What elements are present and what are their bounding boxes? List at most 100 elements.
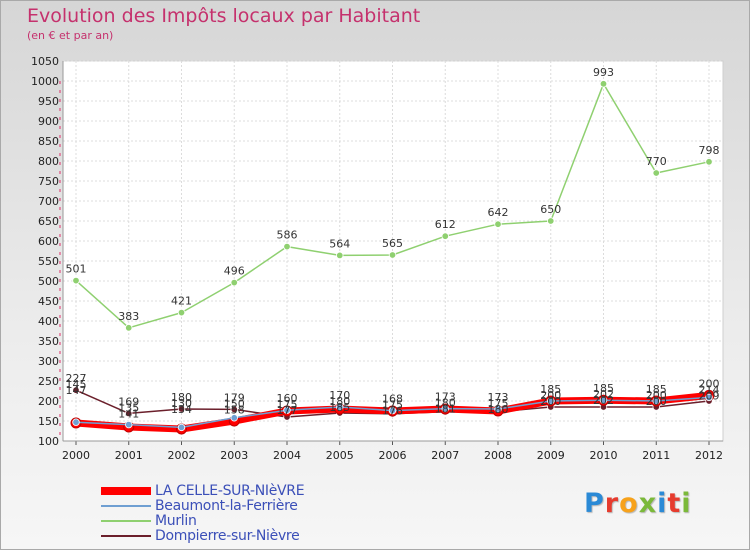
- data-label-3-2: 180: [171, 391, 192, 404]
- data-label-0-0: 145: [66, 378, 87, 391]
- y-tick-label: 250: [38, 375, 59, 388]
- point-2-3: [230, 278, 238, 287]
- point-3-1: [125, 409, 133, 418]
- data-label-2-6: 565: [382, 237, 403, 250]
- data-label-1-8: 180: [488, 403, 509, 416]
- point-3-3: [230, 405, 238, 414]
- point-1-1: [125, 420, 133, 429]
- legend-label-beaumont: Beaumont-la-Ferrière: [155, 498, 298, 514]
- legend-swatch-murlin: [101, 520, 151, 522]
- data-label-3-8: 173: [488, 391, 509, 404]
- legend-item-la-celle: LA CELLE-SUR-NIèVRE: [101, 483, 401, 500]
- point-2-0: [72, 276, 80, 285]
- point-2-12: [705, 158, 713, 166]
- point-2-6: [388, 251, 397, 259]
- logo-letter: i: [681, 488, 692, 519]
- data-label-0-8: 175: [488, 397, 509, 410]
- point-1-7: [441, 404, 449, 413]
- point-2-11: [652, 169, 660, 177]
- data-label-1-1: 141: [118, 407, 139, 420]
- data-label-2-4: 586: [277, 229, 298, 242]
- y-tick-label: 850: [38, 135, 59, 148]
- data-label-0-10: 202: [593, 388, 614, 401]
- data-label-1-7: 181: [435, 403, 456, 416]
- point-2-5: [336, 251, 344, 260]
- y-tick-label: 950: [38, 95, 59, 108]
- point-1-9: [547, 397, 555, 405]
- series-layer: [70, 80, 715, 435]
- data-label-1-3: 158: [224, 403, 245, 416]
- legend-item-murlin: Murlin: [101, 513, 401, 530]
- x-tick-label: 2005: [326, 449, 354, 462]
- data-label-3-7: 173: [435, 391, 456, 404]
- point-1-6: [388, 406, 397, 415]
- x-tick-label: 2008: [484, 449, 512, 462]
- point-2-8: [494, 220, 502, 228]
- point-1-3: [230, 414, 238, 422]
- data-label-0-7: 180: [435, 397, 456, 410]
- y-tick-label: 300: [38, 355, 59, 368]
- point-3-0: [72, 386, 80, 394]
- data-label-0-9: 200: [540, 389, 561, 402]
- legend-item-beaumont: Beaumont-la-Ferrière: [101, 498, 401, 515]
- logo-letter: x: [638, 488, 658, 519]
- legend-label-dompierre: Dompierre-sur-Nièvre: [155, 528, 300, 544]
- y-tick-label: 450: [38, 295, 59, 308]
- logo-letter: o: [619, 488, 639, 519]
- x-tick-label: 2010: [590, 449, 618, 462]
- axes: 100 150 200 250 300 350 400 450 500 550 600 650 700 7…: [31, 55, 723, 462]
- legend-swatch-beaumont: [101, 505, 151, 507]
- point-1-2: [177, 423, 186, 432]
- x-tick-label: 2001: [115, 449, 143, 462]
- point-2-2: [177, 308, 186, 317]
- y-tick-label: 400: [38, 315, 59, 328]
- point-2-7: [441, 232, 449, 240]
- y-tick-label: 900: [38, 115, 59, 128]
- x-tick-label: 2012: [695, 449, 723, 462]
- data-label-0-2: 130: [171, 397, 192, 410]
- data-label-3-12: 200: [699, 377, 720, 390]
- point-1-4: [283, 406, 291, 414]
- y-tick-label: 200: [38, 395, 59, 408]
- point-2-9: [547, 217, 555, 225]
- point-1-8: [494, 405, 502, 413]
- x-tick-label: 2003: [220, 449, 248, 462]
- point-2-4: [283, 242, 291, 251]
- data-label-2-10: 993: [593, 66, 614, 79]
- logo-letter: t: [667, 488, 682, 519]
- data-label-2-8: 642: [488, 206, 509, 219]
- data-label-0-4: 175: [277, 398, 298, 411]
- data-label-1-10: 202: [593, 394, 614, 407]
- data-label-1-9: 200: [540, 395, 561, 408]
- y-tick-label: 1050: [31, 55, 59, 68]
- data-label-0-5: 180: [329, 395, 350, 408]
- point-2-1: [125, 324, 133, 332]
- legend-swatch-dompierre: [101, 535, 151, 537]
- legend-swatch-la-celle: [101, 487, 151, 495]
- y-tick-label: 800: [38, 155, 59, 168]
- data-label-2-0: 501: [66, 263, 87, 276]
- data-label-1-12: 209: [699, 389, 720, 402]
- y-tick-label: 350: [38, 335, 59, 348]
- point-1-10: [599, 396, 608, 404]
- logo-letter: P: [584, 488, 605, 519]
- y-tick-label: 550: [38, 255, 59, 268]
- point-1-11: [652, 397, 660, 405]
- point-1-12: [705, 393, 713, 402]
- point-3-2: [177, 405, 186, 413]
- data-label-3-5: 170: [329, 389, 350, 402]
- y-tick-label: 600: [38, 235, 59, 248]
- y-tick-label: 150: [38, 415, 59, 428]
- data-label-3-1: 169: [118, 395, 139, 408]
- data-label-1-0: 147: [66, 384, 87, 397]
- logo-letter: r: [604, 488, 620, 519]
- data-label-0-1: 135: [118, 401, 139, 414]
- logo-letter: i: [657, 488, 668, 519]
- data-label-2-12: 798: [699, 144, 720, 157]
- data-label-3-0: 227: [66, 372, 87, 385]
- legend-label-murlin: Murlin: [155, 513, 197, 529]
- data-label-2-3: 496: [224, 265, 245, 278]
